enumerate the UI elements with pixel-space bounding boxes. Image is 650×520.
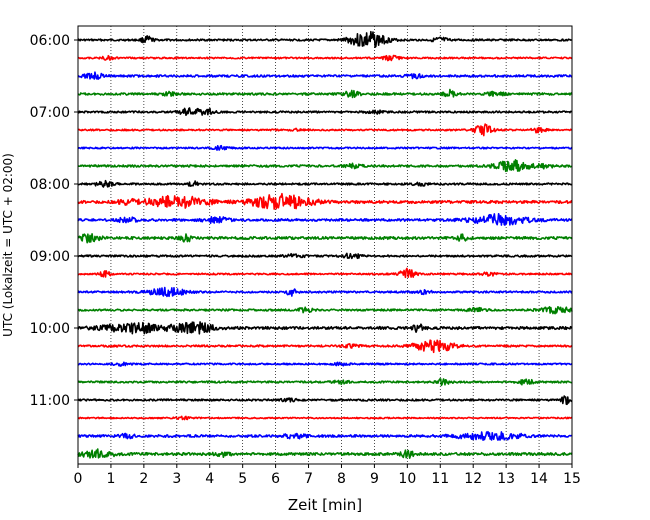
y-tick-label: 07:00 [30,105,70,121]
x-tick-label: 12 [464,471,482,487]
x-tick-label: 0 [74,471,83,487]
x-tick-label: 10 [398,471,416,487]
x-tick-label: 3 [172,471,181,487]
trace-line-1030 [77,361,573,367]
trace-line-0700 [77,107,573,117]
trace-line-0930 [77,286,573,298]
trace-line-0615 [77,54,573,62]
trace-line-1130 [77,430,573,441]
x-tick-label: 5 [238,471,247,487]
x-tick-label: 11 [431,471,449,487]
trace-line-0600 [77,30,573,48]
y-tick-label: 11:00 [30,393,70,409]
plot-frame [77,25,573,465]
trace-line-0645 [77,88,573,99]
trace-line-0715 [77,123,573,137]
trace-line-1045 [77,378,573,387]
x-tick-label: 15 [563,471,581,487]
x-tick-label: 7 [304,471,313,487]
trace-line-0915 [77,267,573,279]
trace-line-1000 [77,321,573,335]
trace-line-0900 [77,252,573,260]
y-tick-label: 09:00 [30,249,70,265]
trace-line-0745 [77,159,573,173]
y-axis-label: UTC (Lokalzeit = UTC + 02:00) [1,153,15,337]
x-tick-label: 4 [205,471,214,487]
trace-line-0945 [77,306,573,315]
trace-line-0845 [77,233,573,244]
y-tick-label: 06:00 [30,33,70,49]
trace-line-0815 [77,192,573,210]
trace-line-1015 [77,339,573,354]
x-tick-label: 14 [530,471,548,487]
x-tick-label: 9 [370,471,379,487]
trace-line-0730 [77,144,573,151]
trace-line-1145 [77,448,573,459]
y-tick-label: 10:00 [30,321,70,337]
x-tick-label: 1 [106,471,115,487]
x-axis-label: Zeit [min] [288,496,362,514]
trace-line-1115 [77,415,573,421]
trace-line-0630 [77,71,573,80]
trace-line-0800 [77,179,573,188]
x-tick-label: 2 [139,471,148,487]
x-tick-label: 13 [497,471,515,487]
x-tick-label: 6 [271,471,280,487]
x-tick-label: 8 [337,471,346,487]
trace-line-0830 [77,212,573,226]
x-axis-ticks: 0 1 2 3 4 5 6 7 8 9 10 11 12 13 14 15 [74,464,581,487]
trace-group [77,30,573,459]
trace-line-1100 [77,395,573,406]
y-tick-label: 08:00 [30,177,70,193]
y-axis-ticks: 06:00 07:00 08:00 09:00 10:00 11:00 [30,33,78,409]
